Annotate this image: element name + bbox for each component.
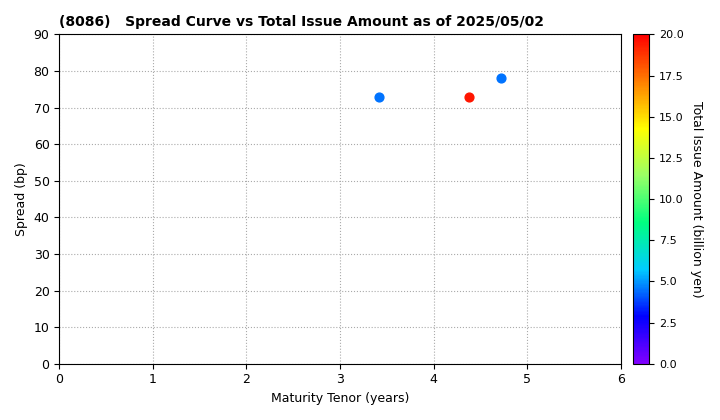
Y-axis label: Total Issue Amount (billion yen): Total Issue Amount (billion yen): [690, 101, 703, 297]
Point: [464, 93, 475, 100]
Text: (8086)   Spread Curve vs Total Issue Amount as of 2025/05/02: (8086) Spread Curve vs Total Issue Amoun…: [59, 15, 544, 29]
Point: [374, 93, 385, 100]
Y-axis label: Spread (bp): Spread (bp): [15, 162, 28, 236]
Point: [495, 75, 507, 81]
X-axis label: Maturity Tenor (years): Maturity Tenor (years): [271, 392, 409, 405]
